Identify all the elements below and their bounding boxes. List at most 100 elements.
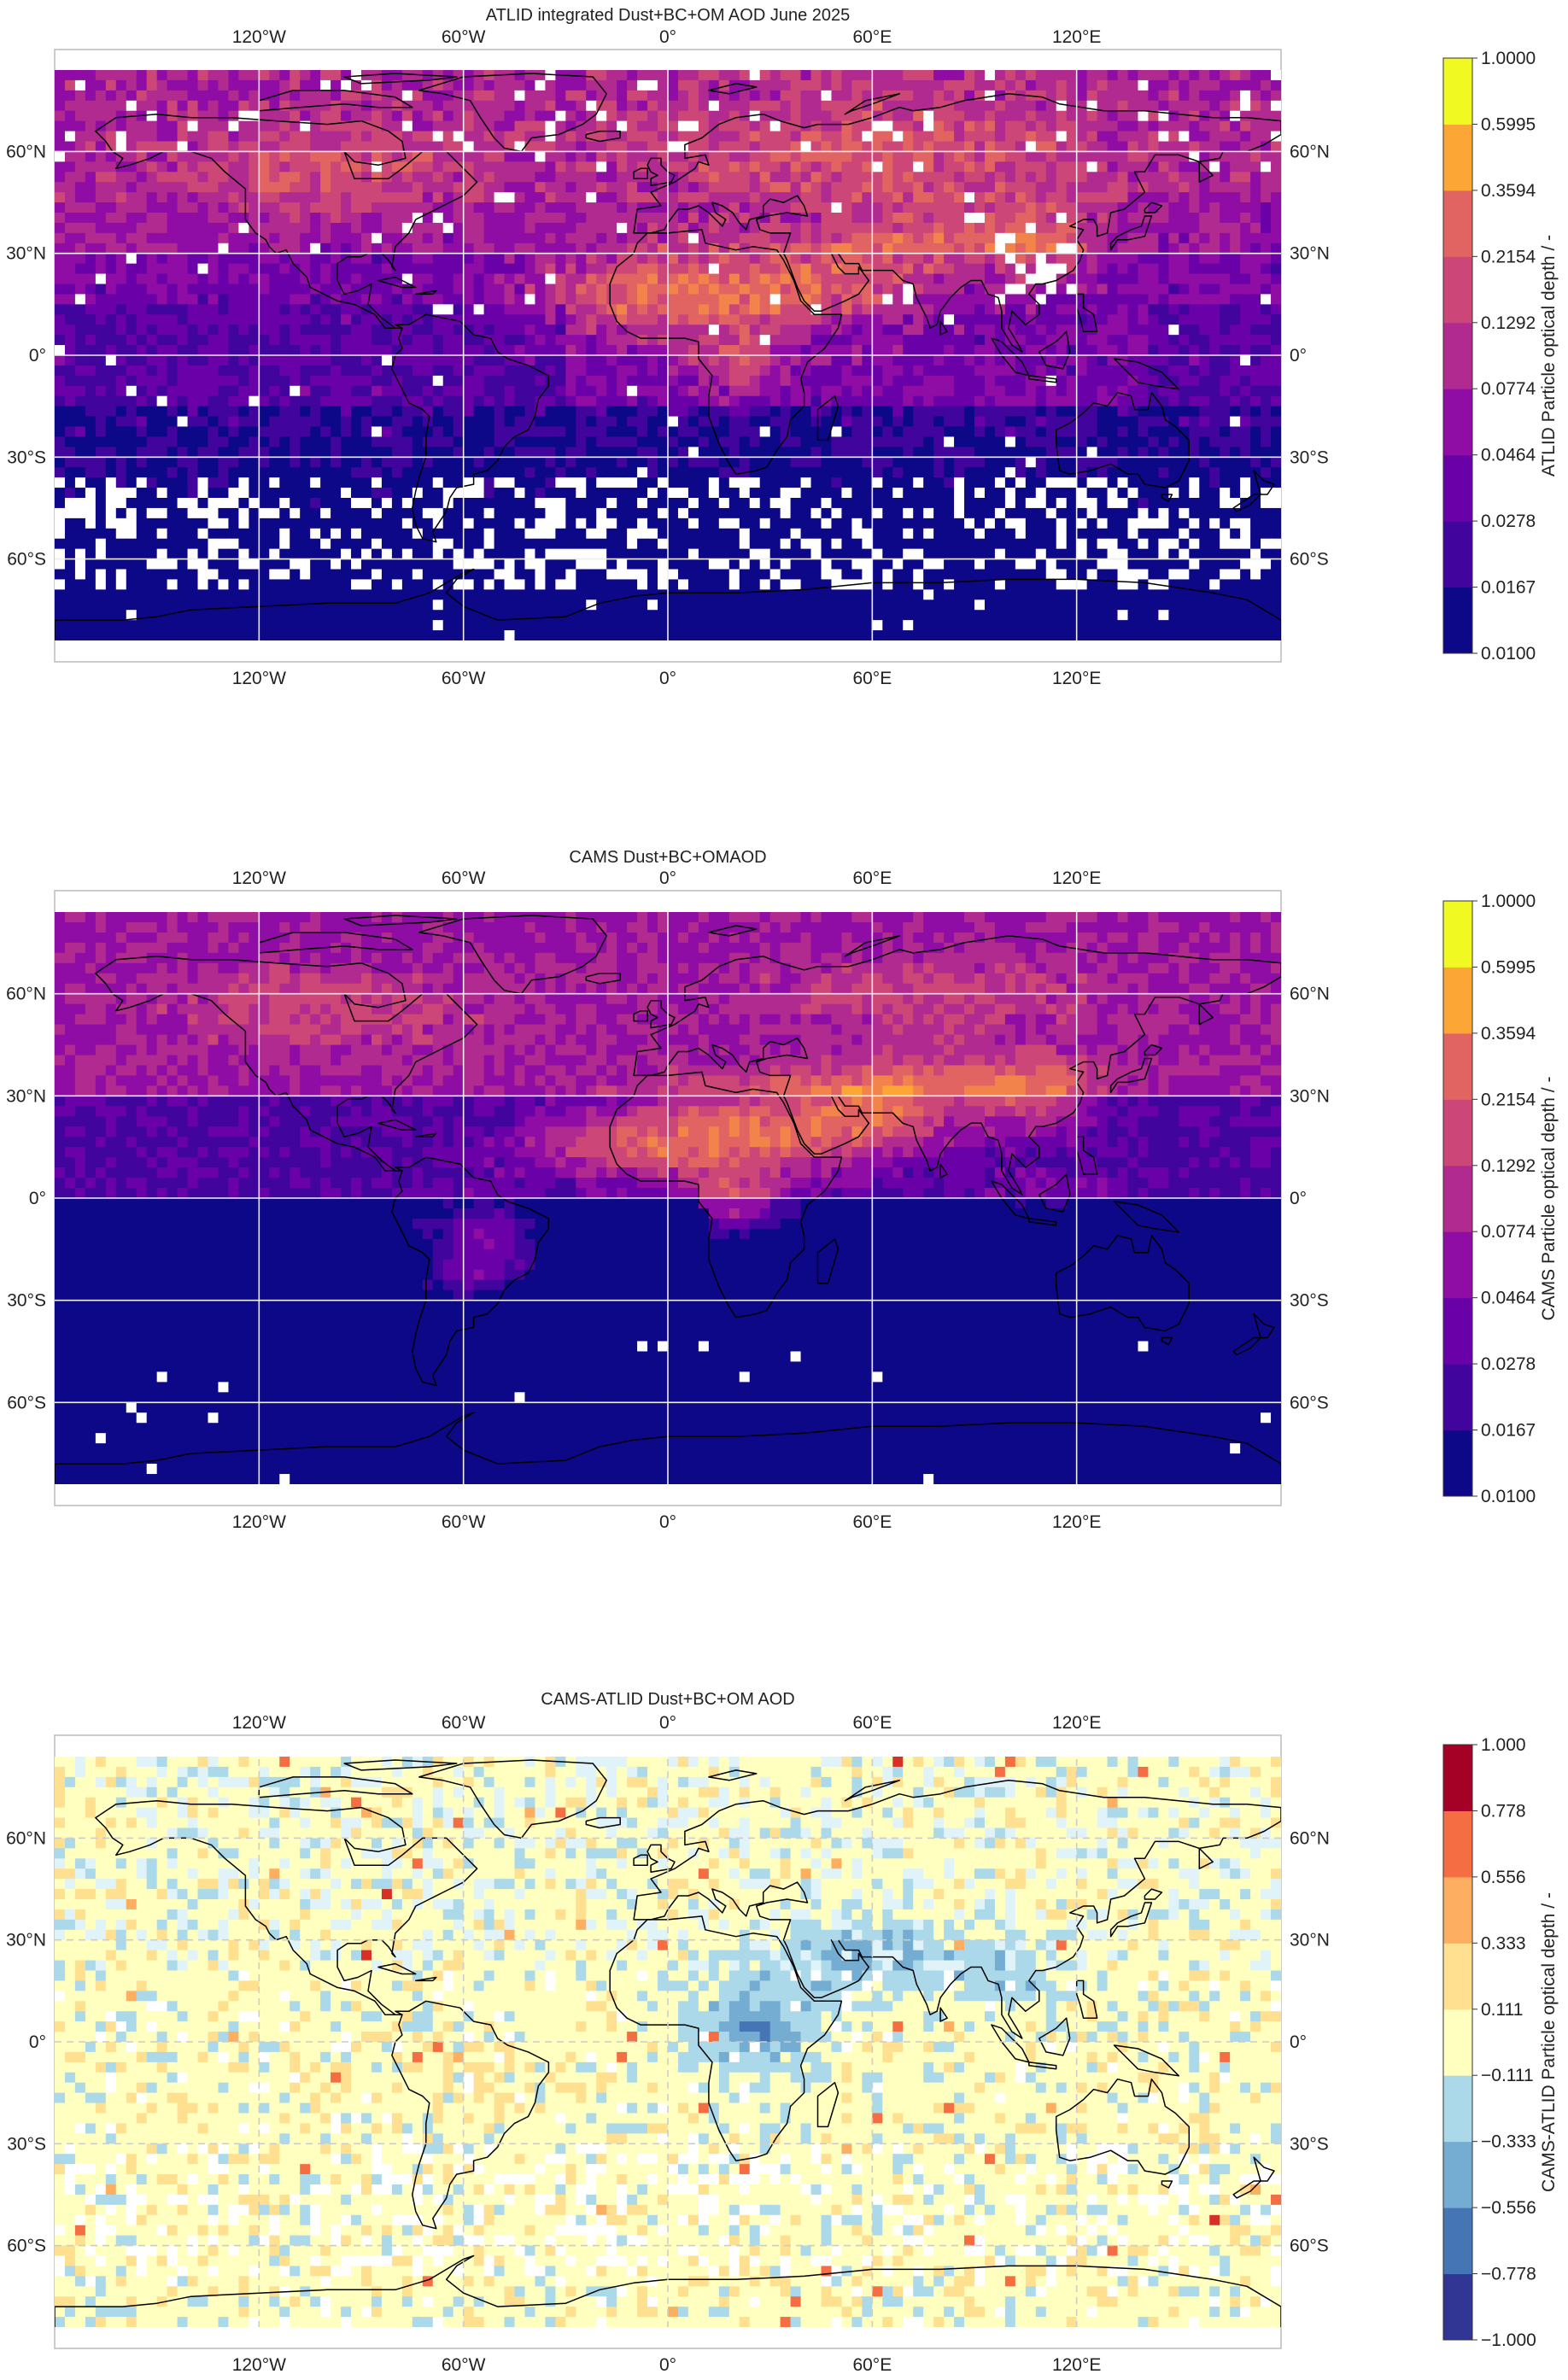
atlid-heatmap-cell	[617, 243, 628, 254]
atlid-heatmap-cell	[74, 416, 86, 428]
atlid-heatmap-cell	[115, 213, 127, 224]
atlid-heatmap-cell	[596, 457, 607, 468]
atlid-heatmap-cell	[903, 477, 914, 488]
atlid-heatmap-cell	[351, 385, 362, 397]
atlid-heatmap-cell	[197, 477, 209, 488]
atlid-heatmap-cell	[698, 325, 710, 336]
atlid-heatmap-cell	[1261, 90, 1272, 102]
atlid-heatmap-cell	[627, 70, 638, 81]
atlid-heatmap-cell	[1250, 447, 1261, 458]
atlid-heatmap-cell	[1261, 284, 1272, 295]
atlid-heatmap-cell	[872, 436, 883, 447]
atlid-heatmap-cell	[228, 161, 239, 173]
atlid-heatmap-cell	[146, 222, 158, 234]
atlid-heatmap-cell	[1230, 263, 1241, 275]
atlid-heatmap-cell	[728, 416, 740, 428]
atlid-heatmap-cell	[810, 110, 822, 122]
atlid-heatmap-cell	[1138, 141, 1150, 153]
atlid-heatmap-cell	[1107, 335, 1119, 346]
atlid-heatmap-cell	[617, 416, 628, 428]
atlid-heatmap-cell	[1107, 395, 1119, 407]
atlid-heatmap-cell	[637, 467, 648, 478]
atlid-heatmap-cell	[432, 172, 444, 183]
atlid-heatmap-cell	[596, 79, 607, 91]
atlid-heatmap-cell	[463, 213, 475, 224]
atlid-heatmap-cell	[146, 141, 158, 153]
atlid-heatmap-cell	[739, 161, 751, 173]
atlid-heatmap-cell	[586, 416, 597, 428]
atlid-heatmap-cell	[923, 273, 934, 285]
atlid-heatmap-cell	[1076, 406, 1088, 418]
atlid-heatmap-cell	[1127, 375, 1139, 387]
atlid-heatmap-cell	[64, 477, 76, 488]
atlid-heatmap-cell	[576, 355, 587, 366]
atlid-heatmap-cell	[892, 416, 904, 428]
atlid-heatmap-cell	[1148, 131, 1159, 143]
atlid-heatmap-cell	[320, 161, 331, 173]
atlid-heatmap-cell	[422, 161, 434, 173]
atlid-heatmap-cell	[320, 467, 331, 478]
atlid-heatmap-cell	[944, 325, 955, 336]
atlid-heatmap-cell	[882, 314, 893, 325]
atlid-heatmap-cell	[718, 447, 730, 458]
atlid-heatmap-cell	[841, 416, 852, 428]
atlid-heatmap-cell	[64, 395, 76, 407]
atlid-heatmap-cell	[565, 457, 576, 468]
atlid-heatmap-cell	[1148, 273, 1159, 285]
atlid-heatmap-cell	[627, 284, 638, 295]
atlid-heatmap-cell	[994, 172, 1006, 183]
atlid-heatmap-cell	[331, 192, 342, 203]
atlid-heatmap-cell	[954, 192, 965, 203]
atlid-heatmap-cell	[504, 120, 516, 132]
atlid-heatmap-cell	[974, 457, 986, 468]
atlid-heatmap-cell	[412, 375, 424, 387]
atlid-heatmap-cell	[290, 447, 301, 458]
atlid-heatmap-cell	[95, 345, 107, 356]
atlid-heatmap-cell	[55, 161, 66, 173]
atlid-heatmap-cell	[1271, 110, 1281, 122]
atlid-heatmap-cell	[933, 335, 945, 346]
atlid-heatmap-cell	[259, 273, 270, 285]
atlid-heatmap-cell	[851, 375, 863, 387]
atlid-heatmap-cell	[1261, 365, 1272, 377]
atlid-heatmap-cell	[586, 345, 597, 356]
atlid-heatmap-cell	[524, 141, 536, 153]
atlid-heatmap-cell	[892, 335, 904, 346]
atlid-heatmap-cell	[677, 253, 689, 265]
atlid-heatmap-cell	[821, 284, 833, 295]
atlid-heatmap-cell	[371, 436, 383, 447]
atlid-heatmap-cell	[1230, 70, 1241, 81]
atlid-heatmap-cell	[882, 131, 893, 143]
atlid-heatmap-cell	[146, 467, 158, 478]
atlid-heatmap-cell	[412, 385, 424, 397]
atlid-heatmap-cell	[115, 325, 127, 336]
atlid-heatmap-cell	[851, 284, 863, 295]
atlid-heatmap-cell	[565, 232, 576, 244]
atlid-heatmap-cell	[1168, 100, 1179, 112]
atlid-heatmap-cell	[300, 467, 311, 478]
atlid-heatmap-cell	[800, 172, 812, 183]
atlid-heatmap-cell	[974, 325, 986, 336]
atlid-heatmap-cell	[351, 131, 362, 143]
atlid-heatmap-cell	[872, 243, 883, 254]
atlid-heatmap-cell	[698, 416, 710, 428]
atlid-heatmap-cell	[1117, 345, 1129, 356]
atlid-heatmap-cell	[596, 304, 607, 315]
atlid-heatmap-cell	[156, 467, 168, 478]
atlid-heatmap-cell	[1148, 263, 1159, 275]
atlid-heatmap-cell	[1199, 436, 1210, 447]
atlid-heatmap-cell	[800, 395, 812, 407]
atlid-heatmap-cell	[994, 355, 1006, 366]
atlid-heatmap-cell	[964, 416, 975, 428]
atlid-heatmap-cell	[698, 172, 710, 183]
atlid-heatmap-cell	[105, 457, 117, 468]
atlid-heatmap-cell	[1045, 213, 1057, 224]
atlid-heatmap-cell	[637, 294, 648, 305]
atlid-heatmap-cell	[728, 395, 740, 407]
atlid-heatmap-cell	[800, 263, 812, 275]
atlid-heatmap-cell	[555, 488, 566, 499]
atlid-heatmap-cell	[872, 263, 883, 275]
atlid-heatmap-cell	[177, 100, 189, 112]
atlid-heatmap-cell	[1250, 375, 1261, 387]
atlid-heatmap-cell	[923, 182, 934, 193]
